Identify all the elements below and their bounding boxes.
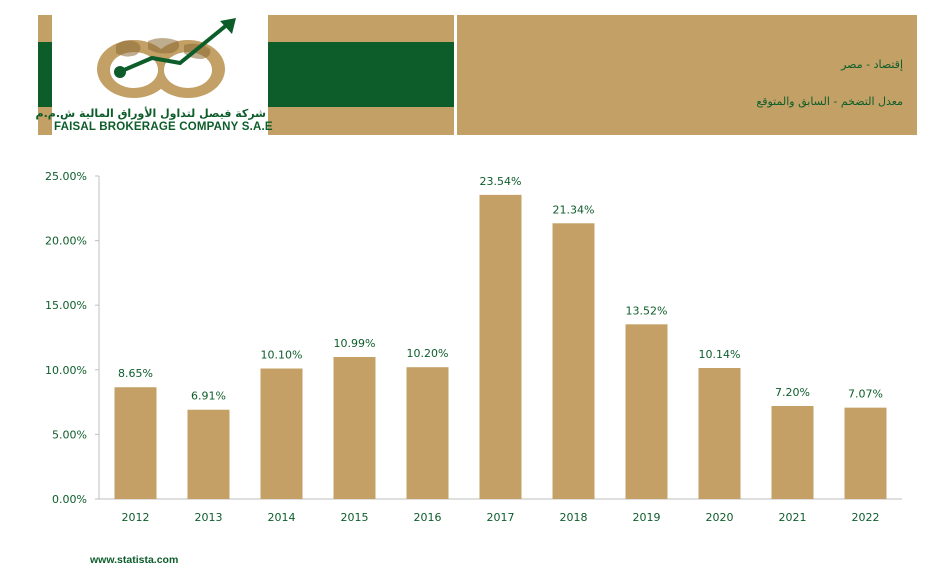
data-label: 7.20% <box>775 386 810 399</box>
logo-emblem-icon <box>97 18 236 98</box>
page-subtitle: معدل التضخم - السابق والمتوقع <box>756 95 903 108</box>
x-tick-label: 2012 <box>122 511 150 524</box>
page-title: إقتصاد - مصر <box>841 58 903 71</box>
y-tick-label: 15.00% <box>45 299 87 312</box>
data-label: 10.20% <box>407 347 449 360</box>
y-tick-label: 10.00% <box>45 364 87 377</box>
data-label: 10.10% <box>261 349 303 362</box>
data-label: 13.52% <box>626 304 668 317</box>
bar-2019 <box>625 324 668 499</box>
data-label: 8.65% <box>118 367 153 380</box>
data-label: 10.14% <box>699 348 741 361</box>
x-tick-label: 2016 <box>414 511 442 524</box>
x-tick-label: 2013 <box>195 511 223 524</box>
company-logo: شركة فيصل لتداول الأوراق المالية ش.م.م F… <box>35 15 273 135</box>
bar-2014 <box>260 368 303 499</box>
data-label: 10.99% <box>334 337 376 350</box>
bar-2018 <box>552 223 595 499</box>
x-tick-label: 2017 <box>487 511 515 524</box>
bar-2021 <box>771 405 814 499</box>
x-tick-label: 2015 <box>341 511 369 524</box>
data-label: 7.07% <box>848 388 883 401</box>
bar-2016 <box>406 367 449 499</box>
y-tick-label: 5.00% <box>52 428 87 441</box>
y-tick-label: 25.00% <box>45 170 87 183</box>
y-tick-label: 20.00% <box>45 235 87 248</box>
y-tick-label: 0.00% <box>52 493 87 506</box>
bar-2022 <box>844 407 887 499</box>
data-label: 6.91% <box>191 390 226 403</box>
x-tick-label: 2018 <box>560 511 588 524</box>
x-tick-label: 2020 <box>706 511 734 524</box>
bar-2015 <box>333 357 376 499</box>
x-tick-label: 2021 <box>779 511 807 524</box>
logo-arabic-text: شركة فيصل لتداول الأوراق المالية ش.م.م <box>35 107 266 120</box>
source-credit: www.statista.com <box>90 554 179 566</box>
bar-2012 <box>114 387 157 499</box>
x-tick-label: 2019 <box>633 511 661 524</box>
x-tick-label: 2022 <box>852 511 880 524</box>
data-label: 23.54% <box>480 175 522 188</box>
header-title-panel: إقتصاد - مصر معدل التضخم - السابق والمتو… <box>457 15 917 135</box>
logo-english-text: FAISAL BROKERAGE COMPANY S.A.E <box>54 121 273 133</box>
bar-2013 <box>187 409 230 499</box>
data-label: 21.34% <box>553 203 595 216</box>
bar-2020 <box>698 367 741 499</box>
x-tick-label: 2014 <box>268 511 296 524</box>
bar-2017 <box>479 194 522 499</box>
